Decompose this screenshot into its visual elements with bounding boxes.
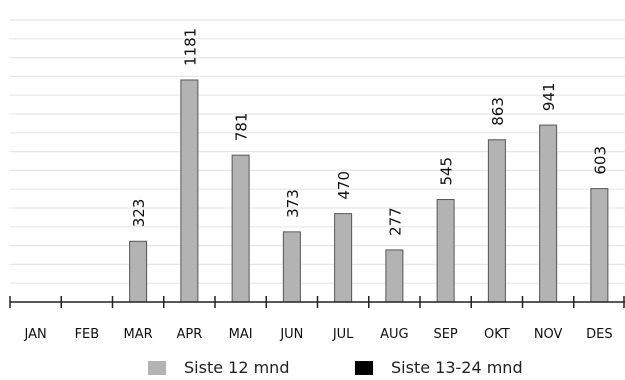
value-label-aug: 277: [386, 207, 404, 236]
bar-des: [590, 188, 609, 303]
value-label-mar: 323: [130, 199, 148, 228]
value-label-jun: 373: [284, 189, 302, 218]
value-label-sep: 545: [438, 157, 456, 186]
x-tick-label-mar: MAR: [124, 327, 153, 342]
x-tick-label-jan: JAN: [24, 327, 47, 342]
x-tick-label-sep: SEP: [433, 327, 457, 342]
x-tick-label-nov: NOV: [534, 327, 563, 342]
bar-jul: [334, 213, 353, 303]
legend-item-series-1: Siste 12 mnd: [148, 358, 289, 377]
legend-label-series-1: Siste 12 mnd: [184, 358, 290, 377]
gridlines: [10, 19, 625, 284]
legend: Siste 12 mnd Siste 13-24 mnd: [0, 358, 625, 380]
x-tick-label-jun: JUN: [279, 327, 303, 342]
bar-sep: [436, 199, 455, 303]
x-axis: JAN FEB MAR APR MAI JUN JUL AUG SEP OKT NOV DES: [9, 296, 625, 342]
value-labels: 323 1181 781 373 470 277 545 863 941 603: [130, 28, 609, 236]
x-tick-label-mai: MAI: [229, 327, 253, 342]
x-tick-label-apr: APR: [176, 327, 202, 342]
bar-jun: [282, 231, 301, 303]
bar-mai: [231, 154, 250, 303]
legend-swatch-series-1: [148, 360, 166, 375]
x-tick-label-feb: FEB: [75, 327, 100, 342]
bar-aug: [385, 249, 404, 303]
value-label-apr: 1181: [181, 28, 199, 66]
value-label-okt: 863: [489, 97, 507, 126]
bar-nov: [539, 124, 558, 303]
x-tick-label-aug: AUG: [380, 327, 408, 342]
legend-item-series-2: Siste 13-24 mnd: [355, 358, 523, 377]
bar-apr: [180, 79, 199, 303]
bars: [129, 79, 609, 303]
value-label-des: 603: [591, 146, 609, 175]
x-tick-label-jul: JUL: [332, 327, 354, 342]
x-tick-label-des: DES: [586, 327, 612, 342]
bar-okt: [487, 139, 506, 303]
value-label-mai: 781: [233, 113, 251, 142]
value-label-nov: 941: [540, 82, 558, 111]
value-label-jul: 470: [335, 171, 353, 200]
legend-label-series-2: Siste 13-24 mnd: [391, 358, 523, 377]
legend-swatch-series-2: [355, 360, 373, 375]
x-tick-label-okt: OKT: [484, 327, 510, 342]
bar-mar: [129, 240, 148, 303]
